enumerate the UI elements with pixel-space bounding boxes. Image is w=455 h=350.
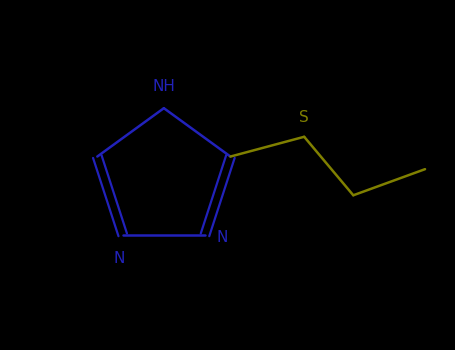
Text: S: S [299, 110, 309, 125]
Text: N: N [217, 231, 228, 245]
Text: NH: NH [152, 79, 175, 94]
Text: N: N [114, 251, 125, 266]
